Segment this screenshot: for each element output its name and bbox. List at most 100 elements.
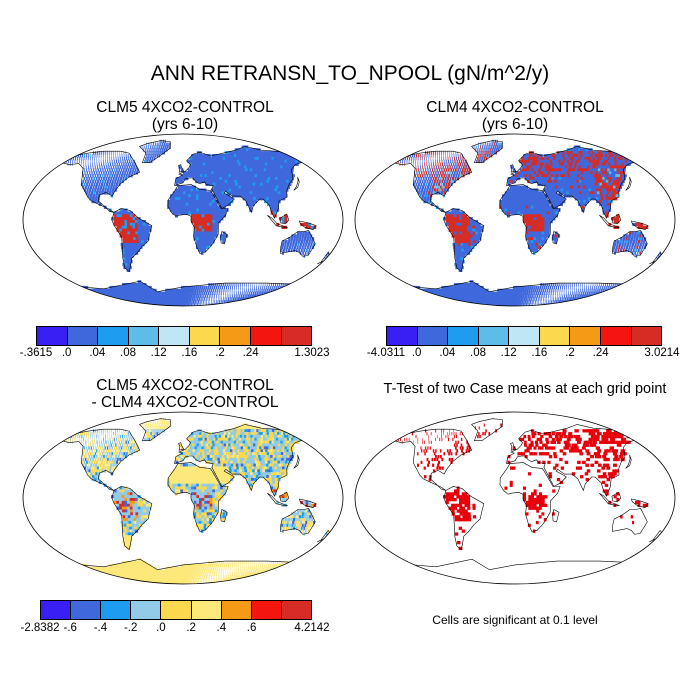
grid-cell (581, 205, 585, 209)
grid-cell (210, 182, 214, 186)
grid-cell (232, 154, 237, 158)
grid-cell (283, 174, 288, 178)
grid-cell (441, 179, 444, 184)
grid-cell (538, 205, 542, 209)
grid-cell (92, 303, 101, 306)
grid-cell (179, 294, 182, 298)
grid-cell (175, 303, 178, 306)
grid-cell (505, 294, 509, 298)
grid-cell (638, 237, 641, 241)
grid-cell (249, 191, 254, 195)
grid-cell (621, 242, 624, 247)
grid-cell (517, 197, 521, 201)
grid-cell (132, 231, 136, 235)
grid-cell (639, 242, 642, 247)
grid-cell (536, 177, 540, 181)
grid-cell (72, 291, 79, 295)
grid-cell (124, 220, 128, 224)
grid-cell (568, 154, 573, 158)
grid-cell (119, 171, 122, 175)
grid-cell (177, 188, 181, 192)
grid-cell (86, 177, 88, 181)
grid-cell (158, 291, 162, 295)
grid-cell (140, 237, 145, 241)
grid-cell (268, 194, 272, 198)
grid-cell (512, 197, 516, 201)
grid-cell (258, 291, 260, 295)
grid-cell (259, 174, 264, 178)
grid-cell (626, 245, 629, 250)
grid-cell (209, 174, 213, 178)
grid-cell (507, 177, 511, 181)
grid-cell (297, 285, 301, 290)
grid-cell (214, 177, 218, 181)
grid-cell (124, 211, 128, 215)
grid-cell (522, 185, 526, 189)
grid-cell (467, 234, 471, 238)
grid-cell (530, 151, 534, 155)
grid-cell (287, 240, 290, 244)
grid-cell (163, 148, 166, 152)
grid-cell (266, 168, 271, 172)
grid-cell (290, 237, 294, 241)
grid-cell (72, 159, 74, 164)
grid-cell (515, 294, 518, 298)
grid-cell (543, 171, 547, 175)
grid-cell (248, 171, 253, 175)
grid-cell (411, 288, 418, 293)
grid-cell (229, 197, 234, 201)
grid-cell (562, 165, 567, 169)
grid-cell (212, 288, 214, 293)
grid-cell (129, 217, 133, 221)
grid-cell (533, 294, 535, 298)
grid-cell (271, 188, 276, 192)
grid-cell (145, 228, 149, 232)
grid-cell (547, 154, 552, 158)
grid-cell (408, 159, 410, 164)
grid-cell (244, 179, 249, 184)
grid-cell (240, 288, 241, 293)
grid-cell (222, 240, 225, 244)
grid-cell (545, 154, 550, 158)
grid-cell (108, 300, 115, 304)
grid-cell (308, 248, 311, 252)
grid-cell (471, 245, 475, 250)
grid-cell (501, 205, 505, 209)
grid-cell (432, 171, 435, 175)
grid-cell (175, 182, 179, 186)
grid-cell (168, 294, 172, 298)
grid-cell (83, 177, 86, 181)
grid-cell (275, 177, 280, 181)
grid-cell (453, 214, 457, 218)
grid-cell (89, 300, 98, 304)
grid-cell (102, 185, 105, 189)
grid-cell (561, 171, 566, 175)
grid-cell (295, 248, 298, 252)
grid-cell (557, 156, 561, 161)
grid-cell (137, 280, 142, 284)
grid-cell (406, 159, 408, 164)
grid-cell (525, 205, 529, 209)
grid-cell (469, 231, 474, 235)
grid-cell (623, 285, 626, 290)
grid-cell (79, 291, 87, 295)
grid-cell (569, 294, 571, 298)
grid-cell (133, 237, 137, 241)
grid-cell (149, 142, 151, 146)
grid-cell (300, 240, 303, 244)
grid-cell (101, 151, 103, 155)
grid-cell (578, 294, 580, 298)
grid-cell (90, 177, 93, 181)
grid-cell (129, 171, 131, 175)
grid-cell (520, 194, 524, 198)
grid-cell (226, 168, 231, 172)
grid-cell (584, 159, 589, 164)
grid-cell (557, 182, 561, 186)
grid-cell (119, 214, 123, 218)
grid-cell (515, 205, 519, 209)
grid-cell (214, 214, 219, 218)
grid-cell (449, 165, 451, 169)
grid-cell (176, 300, 179, 304)
grid-cell (229, 283, 231, 287)
grid-cell (426, 197, 430, 201)
